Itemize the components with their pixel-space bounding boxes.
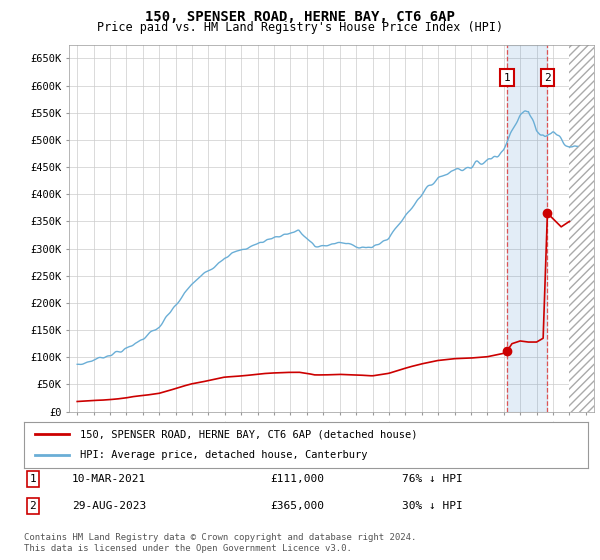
Text: £111,000: £111,000 <box>270 474 324 484</box>
Text: Contains HM Land Registry data © Crown copyright and database right 2024.
This d: Contains HM Land Registry data © Crown c… <box>24 533 416 553</box>
Bar <box>507 45 547 412</box>
Text: 29-AUG-2023: 29-AUG-2023 <box>72 501 146 511</box>
Text: £365,000: £365,000 <box>270 501 324 511</box>
Text: 76% ↓ HPI: 76% ↓ HPI <box>402 474 463 484</box>
Text: 2: 2 <box>544 73 551 83</box>
Text: 10-MAR-2021: 10-MAR-2021 <box>72 474 146 484</box>
Text: HPI: Average price, detached house, Canterbury: HPI: Average price, detached house, Cant… <box>80 450 368 460</box>
Text: 150, SPENSER ROAD, HERNE BAY, CT6 6AP (detached house): 150, SPENSER ROAD, HERNE BAY, CT6 6AP (d… <box>80 429 418 439</box>
Text: 2: 2 <box>29 501 37 511</box>
Text: 150, SPENSER ROAD, HERNE BAY, CT6 6AP: 150, SPENSER ROAD, HERNE BAY, CT6 6AP <box>145 10 455 24</box>
Text: Price paid vs. HM Land Registry's House Price Index (HPI): Price paid vs. HM Land Registry's House … <box>97 21 503 34</box>
Text: 30% ↓ HPI: 30% ↓ HPI <box>402 501 463 511</box>
Text: 1: 1 <box>29 474 37 484</box>
Bar <box>569 45 600 412</box>
Text: 1: 1 <box>503 73 510 83</box>
